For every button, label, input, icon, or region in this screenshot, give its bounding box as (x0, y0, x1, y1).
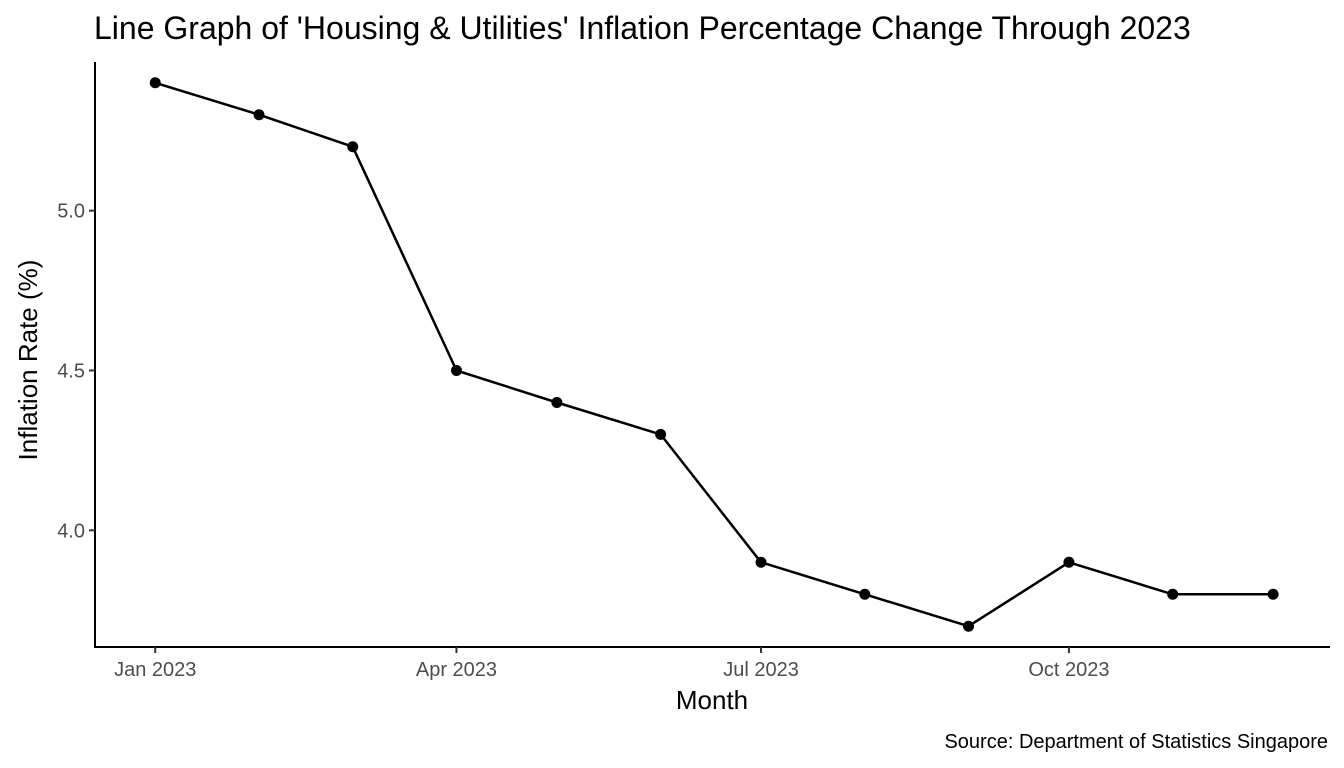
data-point (1167, 588, 1179, 600)
y-tick-label: 5.0 (57, 201, 85, 223)
chart-title: Line Graph of 'Housing & Utilities' Infl… (94, 10, 1191, 46)
x-axis-title: Month (676, 685, 748, 715)
chart-marks (149, 77, 1279, 632)
data-point (347, 141, 359, 153)
series-line (154, 81, 1274, 628)
data-point (1063, 556, 1075, 568)
y-axis-ticks: 4.0 4.5 5.0 (57, 201, 95, 542)
x-tick-label: Oct 2023 (1028, 659, 1109, 681)
data-point (149, 77, 161, 89)
data-point (859, 588, 871, 600)
chart-caption: Source: Department of Statistics Singapo… (944, 731, 1328, 753)
data-point (963, 620, 975, 632)
x-tick-label: Apr 2023 (416, 659, 497, 681)
y-tick-label: 4.5 (57, 360, 85, 382)
x-tick-label: Jul 2023 (723, 659, 799, 681)
data-point (253, 109, 265, 121)
x-axis-ticks: Jan 2023 Apr 2023 Jul 2023 Oct 2023 (114, 647, 1110, 681)
data-point (755, 556, 767, 568)
y-axis-title: Inflation Rate (%) (13, 260, 43, 461)
data-point (551, 396, 563, 408)
x-tick-label: Jan 2023 (114, 659, 196, 681)
y-tick-label: 4.0 (57, 520, 85, 542)
data-point (1267, 588, 1279, 600)
data-point (450, 364, 462, 376)
data-point (655, 428, 667, 440)
